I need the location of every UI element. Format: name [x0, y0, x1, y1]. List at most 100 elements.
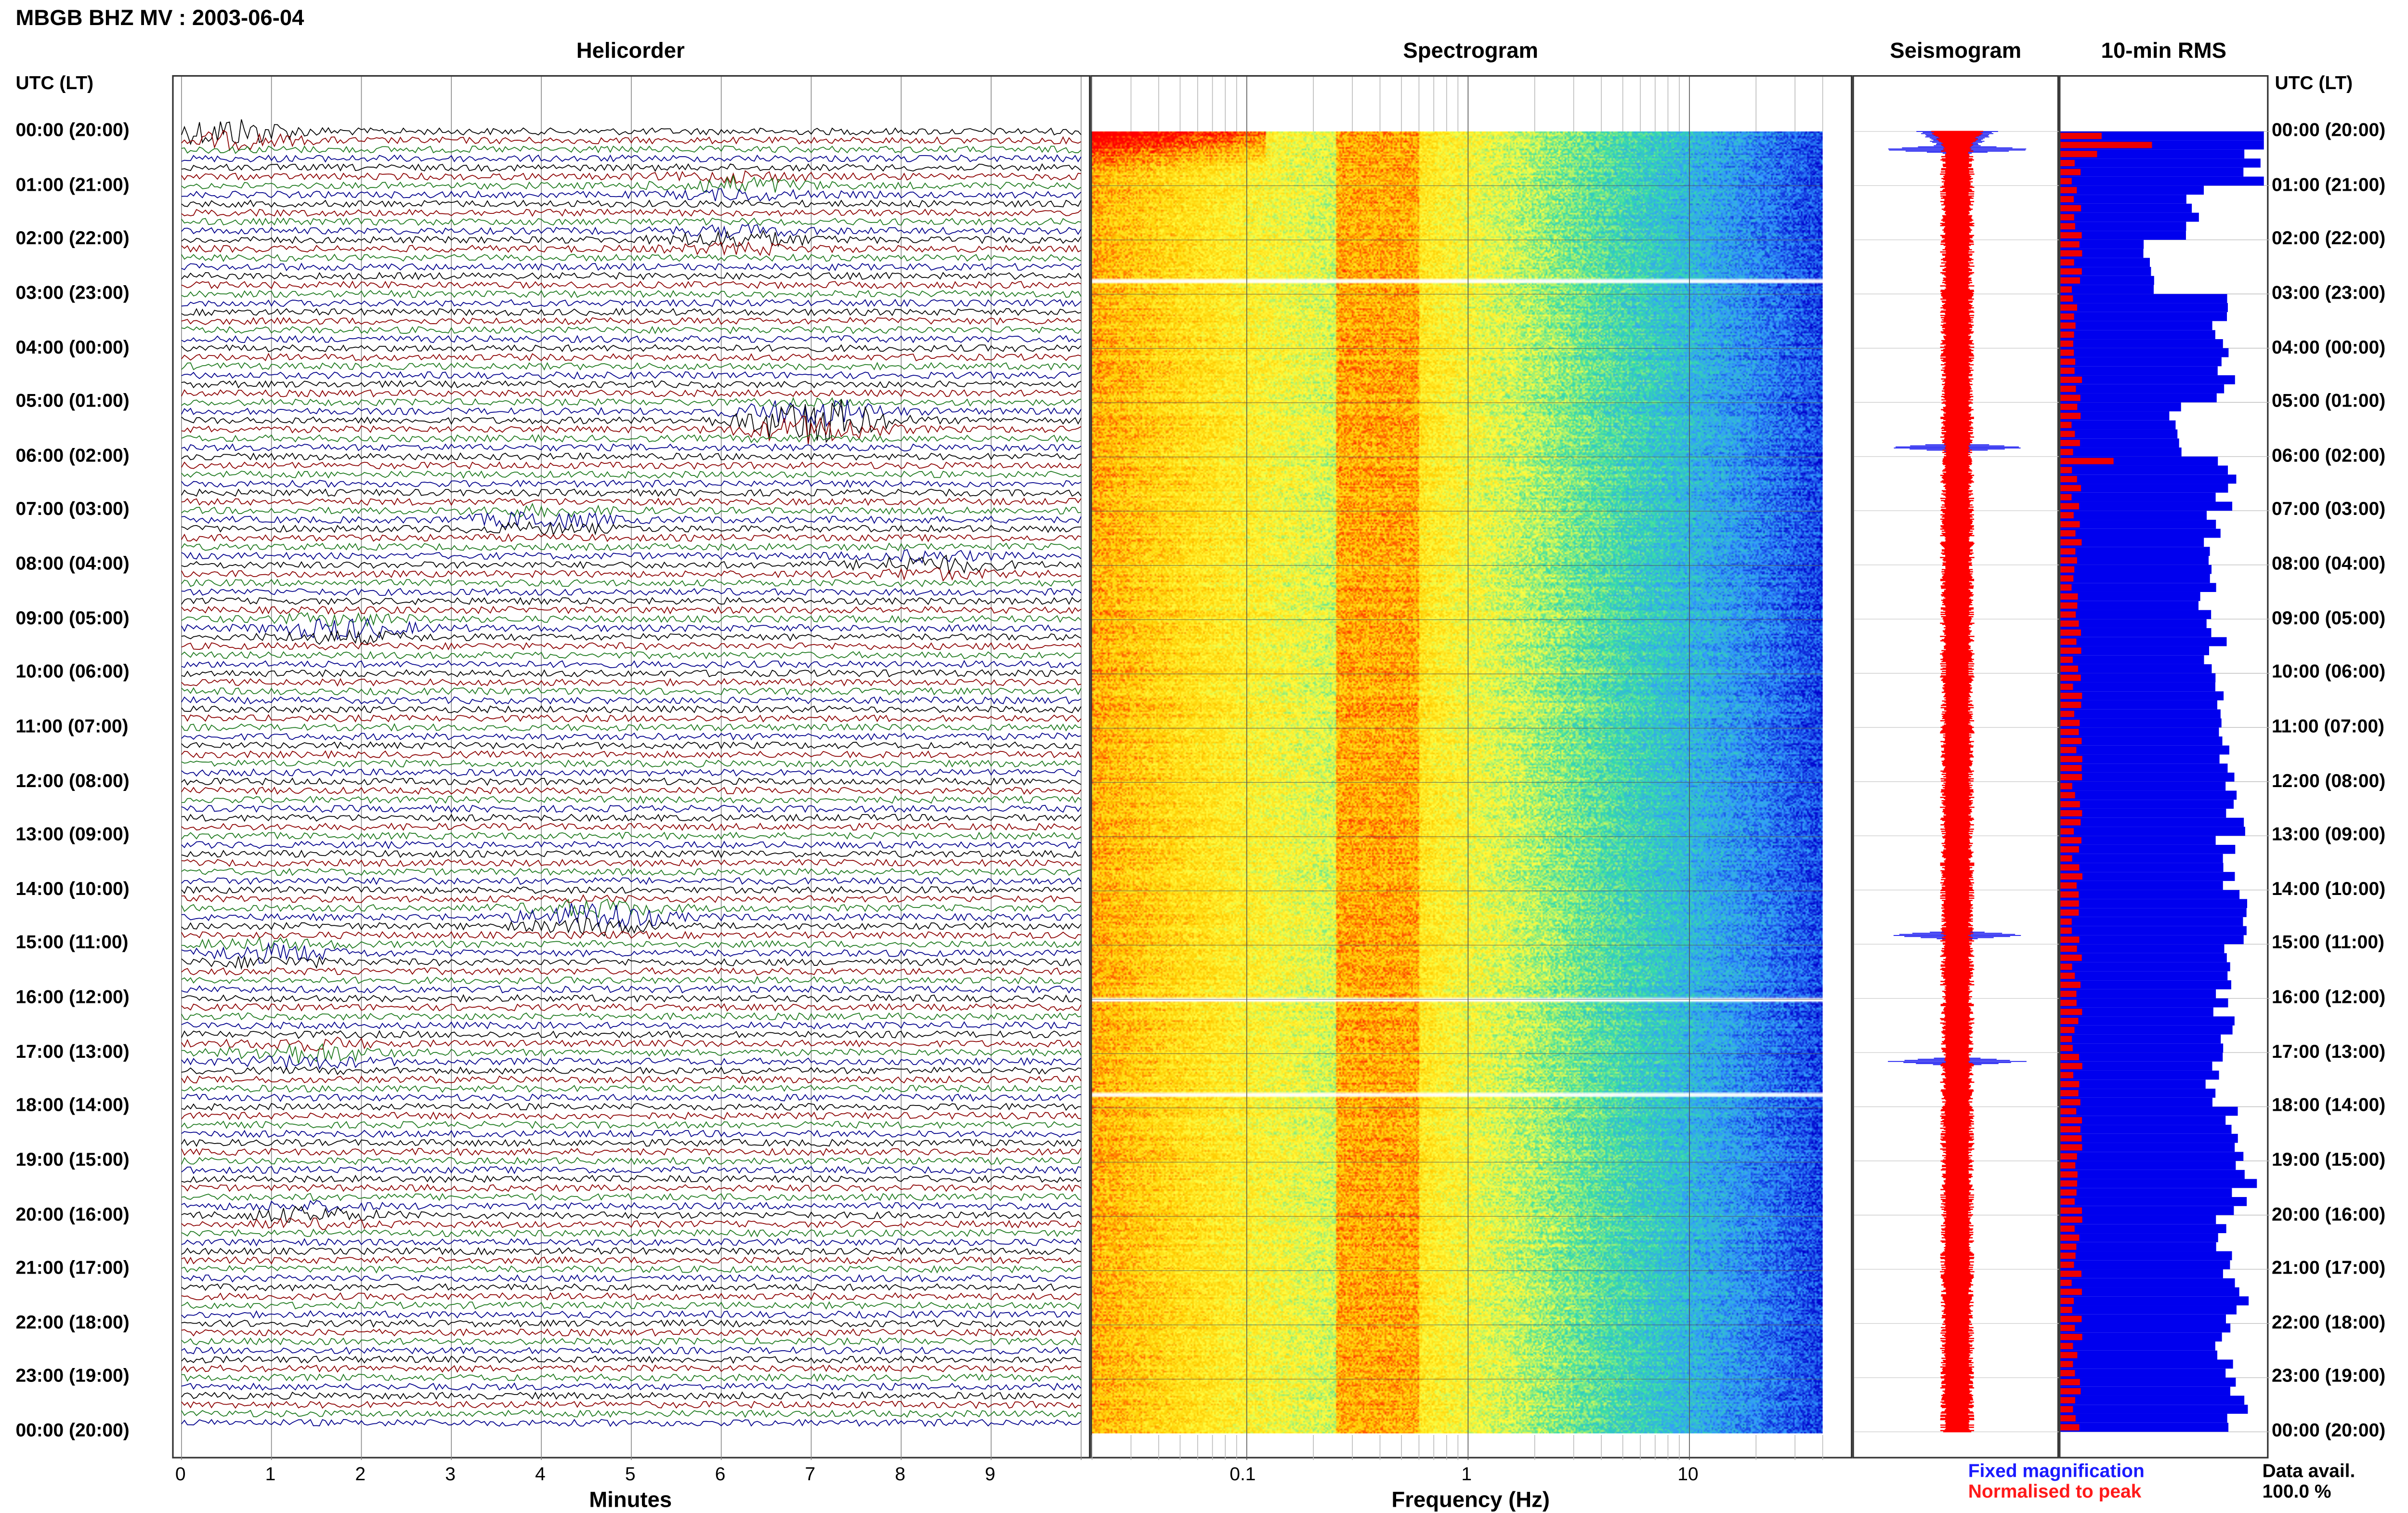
time-tick-label: 10:00 (06:00) [15, 660, 130, 683]
time-tick-label: 15:00 (11:00) [2271, 932, 2385, 954]
rms-bar-normalised [2060, 539, 2082, 546]
rms-bar-fixed [2060, 555, 2209, 565]
rms-bar-fixed [2060, 267, 2151, 276]
rms-bar-fixed [2060, 565, 2212, 574]
rms-bar-normalised [2060, 720, 2080, 726]
rms-bar-normalised [2060, 1099, 2081, 1105]
helicorder-x-tick: 1 [265, 1463, 276, 1485]
helicorder-panel [172, 75, 1091, 1460]
rms-bar-normalised [2060, 1009, 2082, 1015]
rms-bar-normalised [2060, 1207, 2082, 1214]
helicorder-trace [181, 1346, 1081, 1355]
rms-bar-fixed [2060, 592, 2200, 601]
helicorder-trace [181, 588, 1082, 596]
rms-bar-fixed [2060, 303, 2228, 312]
rms-bar-fixed [2060, 926, 2247, 935]
rms-bar-fixed [2060, 980, 2231, 989]
rms-bar-fixed [2060, 167, 2244, 177]
rms-bar-normalised [2060, 1234, 2080, 1241]
time-tick-label: 10:00 (06:00) [2271, 660, 2386, 683]
time-tick-label: 05:00 (01:00) [15, 390, 130, 412]
rms-bar-fixed [2060, 384, 2225, 394]
rms-bar-normalised [2060, 575, 2074, 582]
rms-bar-normalised [2060, 205, 2081, 211]
time-tick-label: 08:00 (04:00) [15, 552, 130, 575]
rms-bar-normalised [2060, 1225, 2075, 1232]
rms-bar-normalised [2060, 936, 2080, 943]
rms-bar-fixed [2060, 131, 2264, 141]
time-tick-label: 02:00 (22:00) [2271, 227, 2386, 250]
rms-bar-fixed [2060, 1332, 2222, 1342]
helicorder-trace [181, 1030, 1081, 1039]
rms-bar-normalised [2060, 629, 2081, 636]
rms-bar-normalised [2060, 891, 2079, 898]
rms-bar-normalised [2060, 1397, 2075, 1404]
rms-bar-normalised [2060, 1289, 2082, 1295]
helicorder-plot [181, 77, 1082, 1460]
rms-bar-fixed [2060, 1097, 2212, 1107]
rms-bar-normalised [2060, 159, 2075, 167]
rms-bar-fixed [2060, 637, 2227, 646]
rms-bar-fixed [2060, 1224, 2226, 1234]
time-tick-label: 09:00 (05:00) [2271, 606, 2386, 629]
helicorder-trace [181, 188, 1082, 202]
helicorder-trace [181, 208, 1082, 217]
time-axis-header-left: UTC (LT) [15, 72, 94, 94]
helicorder-trace [181, 868, 1081, 876]
helicorder-trace [181, 434, 1082, 444]
rms-bar-fixed [2060, 1422, 2229, 1432]
rms-bar-normalised [2060, 873, 2082, 880]
helicorder-trace [181, 1310, 1082, 1319]
rms-bar-fixed [2060, 772, 2235, 782]
rms-bar-fixed [2060, 1296, 2249, 1306]
rms-bar-normalised [2060, 701, 2081, 708]
helicorder-trace [181, 696, 1082, 705]
rms-bar-normalised [2060, 250, 2082, 257]
helicorder-trace [181, 917, 1082, 937]
rms-bar-fixed [2060, 817, 2244, 827]
rms-bar-normalised [2060, 169, 2081, 175]
rms-bar-fixed [2060, 393, 2217, 403]
helicorder-trace [181, 253, 1082, 263]
helicorder-trace [181, 955, 1082, 970]
helicorder-x-tick: 4 [535, 1463, 546, 1485]
helicorder-trace [181, 353, 1082, 362]
rms-bar-normalised [2060, 864, 2080, 871]
rms-bar-fixed [2060, 547, 2210, 556]
helicorder-trace [181, 1364, 1081, 1373]
helicorder-trace [181, 521, 1081, 536]
rms-bar-fixed [2060, 1323, 2231, 1333]
rms-bar-fixed [2060, 854, 2223, 863]
rms-bar-normalised [2060, 395, 2081, 401]
rms-bar-fixed [2060, 1233, 2218, 1242]
rms-bar-normalised [2060, 530, 2076, 537]
rms-bar-fixed [2060, 619, 2207, 628]
helicorder-trace [181, 795, 1082, 804]
rms-bar-normalised [2060, 277, 2080, 284]
rms-bar-fixed [2060, 1377, 2236, 1387]
rms-bar-normalised [2060, 584, 2072, 591]
time-axis-header-right: UTC (LT) [2275, 72, 2353, 94]
helicorder-x-tick: 6 [715, 1463, 726, 1485]
rms-bar-fixed [2060, 1368, 2226, 1378]
rms-bar-fixed [2060, 222, 2186, 231]
rms-bar-fixed [2060, 276, 2154, 285]
rms-bar-normalised [2060, 259, 2074, 266]
rms-bar-normalised [2060, 1352, 2078, 1358]
rms-bar-fixed [2060, 402, 2181, 412]
rms-bar-normalised [2060, 404, 2078, 410]
time-tick-label: 00:00 (20:00) [15, 118, 130, 141]
rms-bar-fixed [2060, 718, 2222, 728]
data-availability-label: Data avail. [2262, 1460, 2356, 1482]
helicorder-trace [181, 1382, 1082, 1391]
rms-bar-fixed [2060, 1359, 2233, 1369]
time-tick-label: 20:00 (16:00) [15, 1202, 130, 1225]
rms-bar-fixed [2060, 1007, 2213, 1017]
helicorder-trace [181, 308, 1081, 316]
spectrogram-x-tick: 0.1 [1230, 1463, 1256, 1485]
helicorder-trace [181, 145, 1082, 154]
seismogram-panel [1852, 75, 2061, 1459]
helicorder-trace [181, 1054, 1082, 1070]
rms-bar-normalised [2060, 684, 2073, 690]
rms-bar-fixed [2060, 844, 2236, 854]
